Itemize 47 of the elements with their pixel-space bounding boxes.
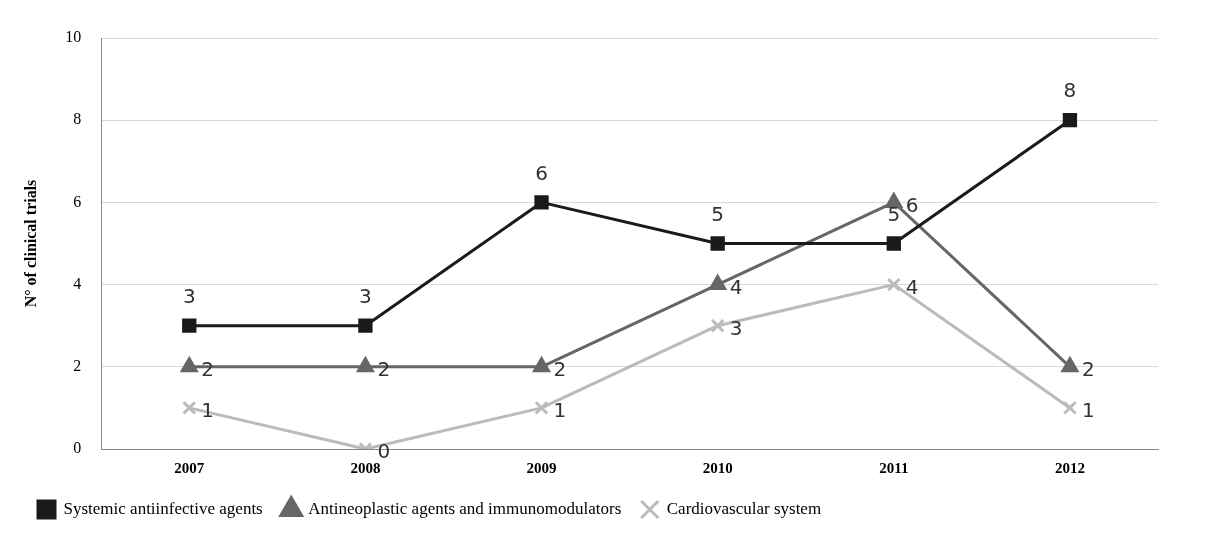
data-label: 1: [1081, 398, 1095, 423]
point: [1062, 400, 1078, 416]
point: [709, 275, 727, 291]
y-tick-label: 8: [73, 110, 82, 128]
y-tick-label: 10: [65, 28, 82, 46]
point: [710, 318, 725, 333]
x-tick-label: 2011: [879, 459, 909, 476]
data-label: 1: [201, 398, 214, 423]
data-label: 3: [359, 283, 372, 308]
point: [886, 236, 901, 251]
x-tick-label: 2010: [702, 459, 733, 476]
data-label: 1: [553, 398, 567, 423]
y-tick-label: 2: [73, 357, 82, 374]
data-label: 4: [729, 274, 743, 299]
y-tick-label: 0: [73, 439, 82, 457]
point: [356, 357, 374, 373]
point: [1061, 357, 1079, 373]
point: [886, 277, 901, 292]
data-label: 2: [553, 357, 567, 381]
legend-label: Cardiovascular system: [666, 498, 822, 518]
x-tick-label: 2009: [526, 459, 557, 476]
data-label: 6: [535, 160, 548, 185]
data-label: 5: [711, 201, 725, 226]
data-label: 8: [1063, 78, 1077, 103]
legend-label: Systemic antiinfective agents: [63, 498, 263, 518]
data-label: 3: [729, 315, 743, 340]
point: [182, 318, 197, 333]
legend-label: Antineoplastic agents and immunomodulators: [308, 498, 622, 518]
point: [534, 195, 549, 210]
point: [182, 400, 197, 416]
x-tick-label: 2012: [1054, 459, 1085, 476]
x-tick-label: 2008: [350, 459, 381, 476]
data-label: 2: [1081, 357, 1095, 381]
data-label: 3: [182, 283, 196, 308]
point: [533, 357, 550, 373]
point: [358, 318, 373, 333]
point: [1062, 113, 1078, 128]
data-label: 5: [887, 201, 901, 226]
x-tick-label: 2007: [174, 459, 205, 476]
data-label: 4: [905, 274, 919, 299]
data-label: 6: [905, 192, 919, 217]
point: [180, 357, 198, 373]
point: [534, 400, 549, 416]
y-tick-label: 6: [73, 192, 82, 210]
y-tick-label: 4: [73, 274, 82, 292]
y-axis-title: N° of clinical trials: [21, 179, 39, 308]
point: [710, 236, 725, 251]
